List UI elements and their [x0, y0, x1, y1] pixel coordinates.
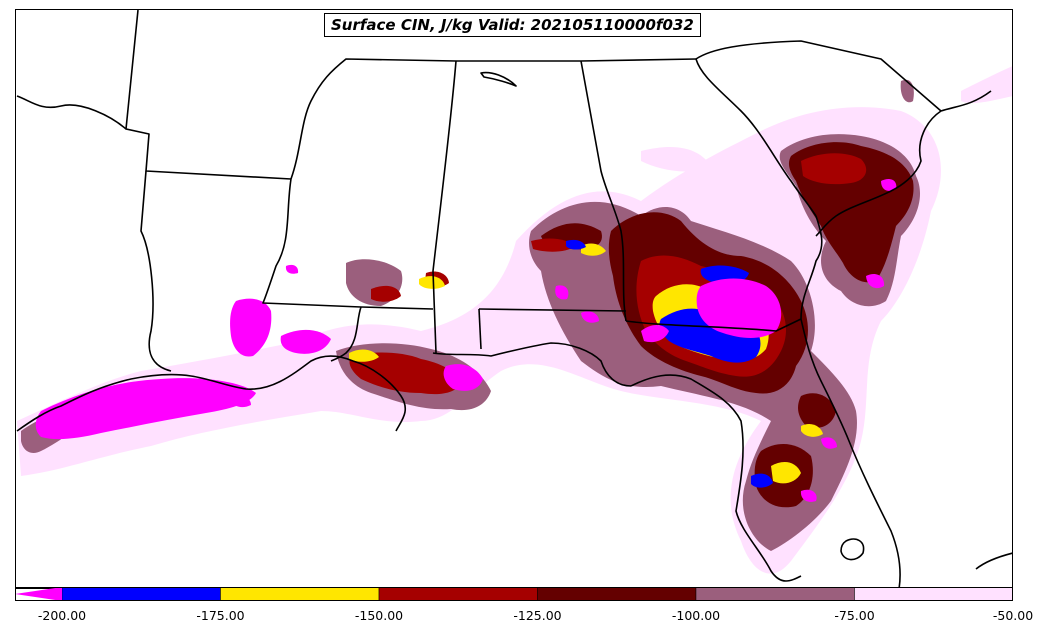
- colorbar-bin-0: [61, 587, 221, 601]
- colorbar-bin-2: [378, 587, 538, 601]
- colorbar-bin-3: [537, 587, 697, 601]
- state-boundaries: [16, 10, 1012, 588]
- map-panel: [15, 9, 1013, 589]
- colorbar-tick-label: -100.00: [671, 608, 721, 623]
- colorbar-bin-5: [854, 587, 1013, 601]
- colorbar-frame: [15, 587, 1013, 601]
- colorbar-tick-label: -50.00: [992, 608, 1034, 623]
- colorbar-tick-label: -175.00: [196, 608, 245, 623]
- cin-shading: [17, 66, 1012, 574]
- colorbar-tick-label: -125.00: [513, 608, 562, 623]
- colorbar-bin-4: [695, 587, 855, 601]
- map-title: Surface CIN, J/kg Valid: 202105110000f03…: [324, 13, 701, 37]
- colorbar-tick-label: -75.00: [834, 608, 875, 623]
- map-canvas: [16, 10, 1012, 588]
- colorbar-tick-label: -150.00: [354, 608, 404, 623]
- colorbar-under-triangle: [15, 587, 62, 601]
- colorbar-tick-label: -200.00: [37, 608, 87, 623]
- colorbar: [15, 587, 1013, 601]
- colorbar-bin-1: [220, 587, 380, 601]
